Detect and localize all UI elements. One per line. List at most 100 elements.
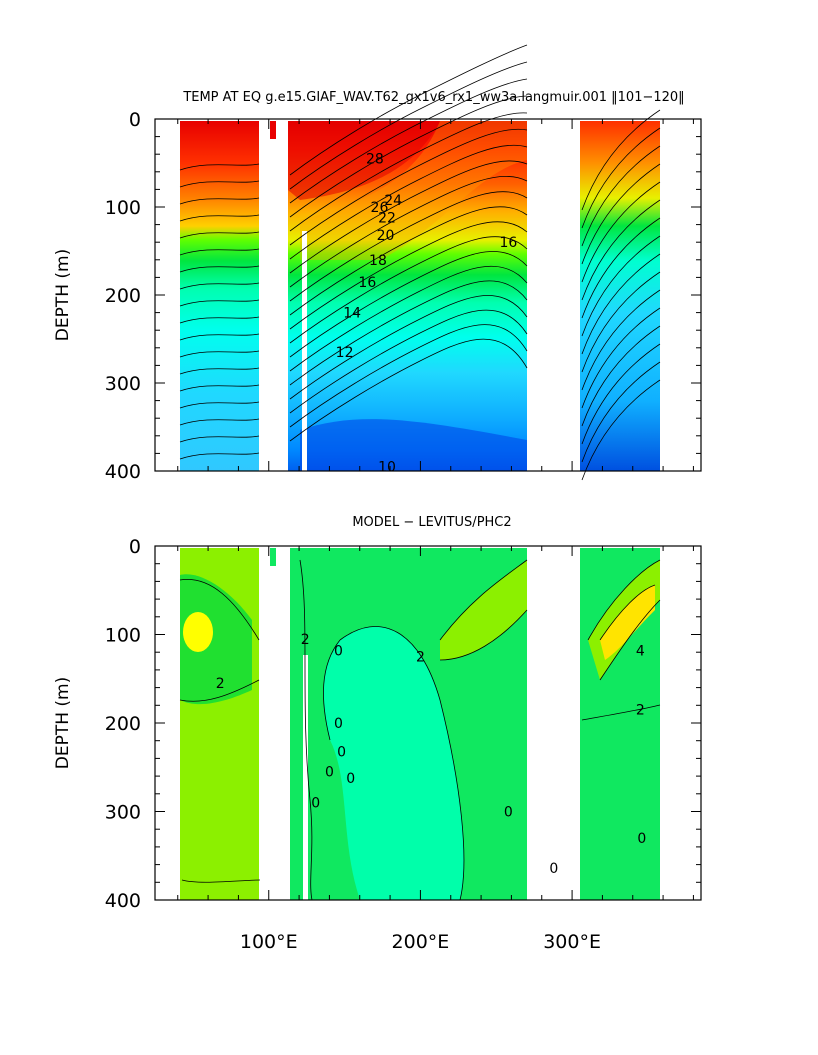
contour-line-east bbox=[581, 217, 661, 319]
contour-label: 2 bbox=[216, 676, 225, 692]
panel1-title: TEMP AT EQ g.e15.GIAF_WAV.T62_gx1v6_rx1_… bbox=[182, 90, 684, 105]
contour-line-west bbox=[179, 231, 260, 239]
contour-line-east bbox=[581, 199, 661, 301]
contour-line-east bbox=[581, 289, 661, 391]
contour-line bbox=[339, 626, 465, 901]
contour-line-east bbox=[581, 109, 661, 211]
panel1-axes: 0 100 200 300 400 bbox=[105, 109, 701, 483]
contour-line-east bbox=[581, 127, 661, 229]
contour-label: 26 bbox=[371, 200, 389, 216]
x-tick-label: 100°E bbox=[240, 931, 298, 953]
contour-line-east bbox=[581, 271, 661, 373]
y-tick-label: 200 bbox=[105, 713, 141, 735]
contour-label: 0 bbox=[346, 771, 355, 787]
contour-label: 18 bbox=[369, 253, 387, 269]
contour-label: 0 bbox=[311, 796, 320, 812]
contour-line-east bbox=[581, 181, 661, 283]
contour-line-central bbox=[289, 160, 528, 274]
panel2-east-hot bbox=[600, 585, 655, 660]
panel2-gap-strip bbox=[303, 655, 308, 900]
contour-line-east bbox=[581, 163, 661, 265]
contour-line bbox=[587, 559, 661, 641]
contour-line-central bbox=[289, 295, 528, 400]
contour-line-central bbox=[289, 191, 528, 302]
panel1-contour-lines bbox=[179, 44, 661, 481]
contour-line bbox=[581, 704, 661, 721]
contour-line-east bbox=[581, 253, 661, 355]
panel-temperature: TEMP AT EQ g.e15.GIAF_WAV.T62_gx1v6_rx1_… bbox=[53, 44, 702, 483]
contour-line-west bbox=[179, 282, 260, 290]
contour-line-west bbox=[179, 350, 260, 358]
contour-line-central bbox=[289, 78, 528, 204]
contour-line bbox=[179, 679, 260, 702]
y-tick-label: 0 bbox=[129, 109, 141, 131]
panel1-fill-isle bbox=[270, 121, 276, 139]
panel2-west-warm bbox=[183, 612, 213, 652]
contour-label: 0 bbox=[637, 831, 646, 847]
contour-line bbox=[299, 559, 313, 901]
contour-line-east bbox=[581, 361, 661, 463]
contour-line-west bbox=[179, 452, 260, 460]
contour-line-west bbox=[179, 163, 260, 171]
contour-line-central bbox=[289, 221, 528, 330]
panel2-title: MODEL − LEVITUS/PHC2 bbox=[352, 515, 511, 530]
contour-line-west bbox=[179, 197, 260, 205]
contour-line-west bbox=[179, 418, 260, 426]
y-tick-label: 100 bbox=[105, 625, 141, 647]
contour-line-central bbox=[289, 309, 528, 414]
contour-line-west bbox=[179, 180, 260, 188]
contour-line-west bbox=[179, 299, 260, 307]
contour-label: 20 bbox=[377, 228, 395, 244]
y-tick-label: 300 bbox=[105, 802, 141, 824]
contour-label: 0 bbox=[325, 765, 334, 781]
contour-label: 0 bbox=[334, 643, 343, 659]
contour-line-west bbox=[179, 384, 260, 392]
panel2-west-band bbox=[180, 574, 252, 705]
contour-line bbox=[599, 599, 661, 681]
contour-line-central bbox=[289, 280, 528, 386]
panel2-central-warm bbox=[440, 560, 527, 660]
panel1-ylabel: DEPTH (m) bbox=[53, 249, 73, 341]
contour-line bbox=[439, 609, 528, 661]
contour-line bbox=[439, 559, 528, 641]
panel2-contour-lines bbox=[179, 559, 661, 901]
contour-line-east bbox=[581, 343, 661, 445]
contour-label: 22 bbox=[378, 211, 396, 227]
contour-label: 10 bbox=[378, 460, 396, 476]
contour-line-west bbox=[179, 265, 260, 273]
contour-label: 0 bbox=[504, 805, 513, 821]
contour-label: 0 bbox=[549, 861, 558, 877]
contour-line bbox=[323, 639, 341, 741]
contour-line-central bbox=[289, 44, 528, 176]
panel1-gap-strip bbox=[302, 231, 307, 471]
panel1-fill bbox=[180, 121, 660, 471]
contour-line-west bbox=[179, 248, 260, 256]
y-tick-label: 0 bbox=[129, 536, 141, 558]
contour-line-east bbox=[581, 235, 661, 337]
contour-line-west bbox=[179, 333, 260, 341]
contour-line-central bbox=[289, 128, 528, 246]
contour-line bbox=[179, 578, 260, 641]
contour-line-central bbox=[289, 338, 528, 442]
contour-label: 16 bbox=[358, 275, 376, 291]
contour-line-central bbox=[289, 324, 528, 428]
contour-line-central bbox=[289, 251, 528, 358]
contour-line-west bbox=[179, 316, 260, 324]
x-tick-label: 200°E bbox=[392, 931, 450, 953]
panel2-fill-isle bbox=[270, 548, 276, 566]
contour-line bbox=[181, 879, 261, 883]
contour-line-central bbox=[289, 265, 528, 372]
contour-label: 14 bbox=[343, 306, 361, 322]
y-tick-label: 400 bbox=[105, 890, 141, 912]
contour-line-central bbox=[289, 95, 528, 218]
panel1-warm-pool bbox=[288, 121, 440, 200]
contour-label: 28 bbox=[366, 152, 384, 168]
contour-label: 2 bbox=[416, 650, 425, 666]
contour-label: 2 bbox=[636, 703, 645, 719]
contour-label: 16 bbox=[499, 235, 517, 251]
contour-line-central bbox=[289, 236, 528, 344]
contour-line-west bbox=[179, 435, 260, 443]
